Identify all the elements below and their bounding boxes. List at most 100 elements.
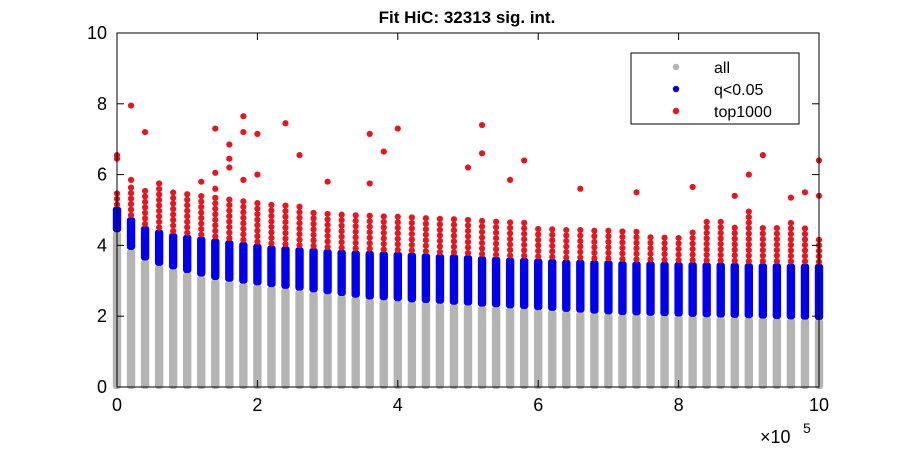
- data-column: [800, 225, 810, 389]
- column-all-points: [688, 315, 697, 389]
- data-column: [168, 189, 178, 389]
- top1000-point: [703, 257, 710, 264]
- top1000-point: [801, 225, 809, 232]
- top1000-point: [647, 245, 654, 252]
- column-q-points: [519, 257, 529, 310]
- column-all-points: [646, 314, 655, 389]
- top1000-outlier-point: [212, 185, 219, 192]
- top1000-point: [535, 231, 542, 238]
- column-all-points: [702, 316, 711, 389]
- top1000-point: [352, 239, 359, 246]
- top1000-point: [141, 209, 149, 217]
- top1000-point: [198, 214, 205, 222]
- column-q-points: [646, 261, 655, 316]
- top1000-point: [717, 218, 724, 225]
- top1000-point: [254, 222, 261, 229]
- top1000-point: [296, 225, 303, 232]
- column-all-points: [491, 306, 501, 389]
- column-all-points: [379, 299, 388, 389]
- top1000-point: [759, 230, 766, 237]
- top1000-point: [633, 234, 640, 241]
- top1000-point: [801, 258, 809, 265]
- top1000-outlier-point: [577, 185, 584, 192]
- top1000-point: [745, 241, 752, 248]
- column-q-points: [744, 263, 753, 319]
- top1000-point: [310, 226, 317, 233]
- top1000-point: [675, 245, 682, 253]
- top1000-point: [801, 247, 809, 254]
- top1000-outlier-point: [254, 171, 261, 178]
- column-all-points: [407, 301, 417, 389]
- top1000-point: [380, 224, 387, 231]
- top1000-point: [464, 233, 472, 240]
- top1000-point: [591, 238, 598, 245]
- top1000-point: [240, 236, 247, 243]
- top1000-point: [450, 216, 458, 223]
- top1000-point: [773, 252, 780, 259]
- top1000-point: [633, 228, 640, 235]
- column-q-points: [505, 257, 515, 309]
- top1000-point: [310, 220, 317, 227]
- top1000-outlier-point: [198, 178, 205, 185]
- top1000-point: [577, 226, 584, 234]
- data-column: [772, 225, 782, 389]
- top1000-point: [436, 248, 444, 255]
- top1000-outlier-point: [226, 141, 233, 148]
- top1000-point: [296, 214, 303, 221]
- top1000-point: [633, 239, 640, 246]
- top1000-point: [745, 252, 752, 259]
- column-q-points: [534, 258, 543, 311]
- top1000-point: [619, 255, 626, 263]
- top1000-point: [310, 215, 317, 222]
- top1000-outlier-point: [212, 125, 219, 132]
- top1000-point: [605, 227, 612, 234]
- top1000-outlier-point: [324, 178, 331, 185]
- column-q-points: [197, 236, 206, 277]
- top1000-point: [745, 208, 752, 215]
- top1000-point: [703, 218, 710, 225]
- top1000-point: [240, 225, 247, 232]
- data-column: [337, 211, 346, 389]
- top1000-point: [184, 213, 191, 220]
- top1000-point: [212, 216, 219, 223]
- top1000-point: [717, 224, 724, 231]
- top1000-point: [394, 224, 401, 231]
- top1000-point: [717, 251, 724, 258]
- top1000-point: [521, 252, 528, 259]
- data-columns: [112, 184, 824, 389]
- top1000-point: [338, 211, 345, 218]
- top1000-point: [450, 227, 458, 234]
- top1000-point: [731, 246, 738, 253]
- column-q-points: [590, 260, 599, 314]
- top1000-point: [212, 200, 219, 207]
- top1000-point: [408, 225, 415, 232]
- column-all-points: [534, 309, 543, 389]
- y-tick-label: 0: [97, 377, 107, 397]
- top1000-point: [464, 244, 472, 251]
- top1000-point: [198, 203, 205, 211]
- top1000-outlier-point: [801, 189, 809, 196]
- top1000-point: [464, 227, 472, 235]
- column-q-points: [688, 262, 697, 317]
- top1000-point: [577, 232, 584, 239]
- top1000-point: [156, 196, 163, 204]
- top1000-point: [591, 255, 598, 262]
- column-q-points: [225, 240, 234, 282]
- column-all-points: [772, 317, 782, 389]
- top1000-point: [282, 224, 289, 231]
- top1000-outlier-point: [226, 155, 233, 162]
- top1000-point: [689, 240, 696, 247]
- top1000-point: [801, 236, 809, 243]
- column-q-points: [576, 259, 585, 313]
- top1000-point: [745, 236, 752, 243]
- column-q-points: [154, 229, 164, 266]
- top1000-point: [268, 207, 275, 214]
- top1000-point: [731, 252, 738, 259]
- column-q-points: [379, 251, 388, 301]
- top1000-point: [689, 234, 696, 242]
- top1000-point: [352, 212, 359, 219]
- top1000-point: [394, 241, 401, 248]
- column-all-points: [548, 309, 557, 389]
- top1000-point: [352, 217, 359, 224]
- top1000-point: [127, 200, 135, 208]
